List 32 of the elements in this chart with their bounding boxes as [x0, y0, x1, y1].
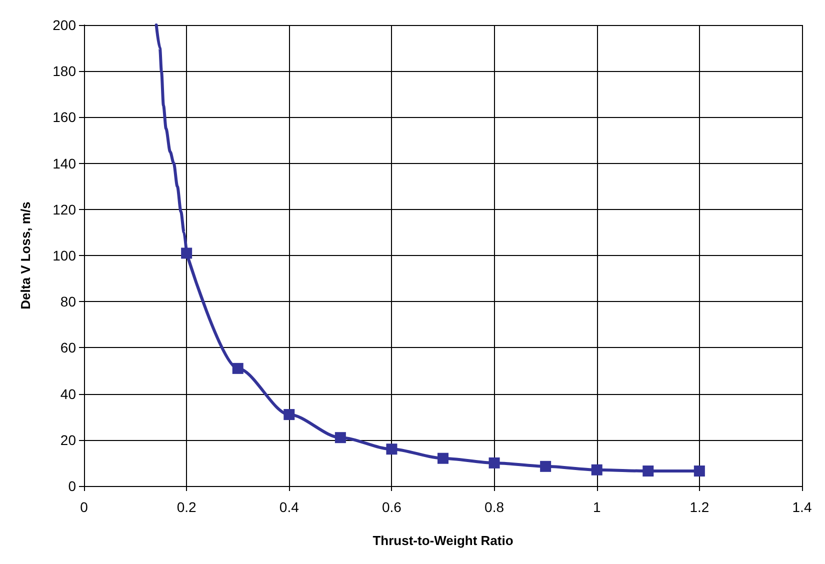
- y-tick-label: 200: [52, 17, 76, 33]
- point: [181, 248, 192, 259]
- point: [642, 466, 654, 477]
- point: [232, 362, 244, 374]
- y-tick-label: 140: [52, 155, 76, 172]
- point: [438, 452, 448, 464]
- y-tick-label: 0: [68, 478, 76, 494]
- x-tick-label: 1: [592, 499, 601, 515]
- y-tick-label: 160: [52, 109, 76, 126]
- y-tick-label: 40: [60, 386, 76, 402]
- y-tick-label: 100: [52, 248, 76, 264]
- point: [694, 466, 705, 477]
- y-axis-title: Delta V Loss, m/s: [18, 202, 33, 310]
- x-tick-label: 1.2: [690, 499, 710, 515]
- point: [488, 457, 500, 468]
- point: [334, 432, 346, 444]
- y-tick-label: 120: [52, 201, 76, 218]
- y-tick-label: 20: [60, 432, 76, 448]
- point: [386, 444, 398, 455]
- point: [540, 460, 552, 472]
- x-tick-label: 0.2: [176, 499, 197, 515]
- x-tick-label: 0.6: [382, 499, 402, 515]
- point: [284, 409, 295, 420]
- point: [591, 464, 602, 476]
- x-tick-label: 0: [80, 499, 88, 515]
- x-axis-title: Thrust-to-Weight Ratio: [372, 533, 514, 548]
- y-tick-label: 60: [60, 340, 76, 356]
- x-tick-label: 0.8: [484, 499, 504, 515]
- x-tick-label: 1.4: [792, 499, 812, 515]
- y-tick-label: 180: [52, 63, 76, 80]
- y-tick-label: 80: [60, 294, 76, 310]
- x-tick-label: 0.4: [279, 499, 300, 515]
